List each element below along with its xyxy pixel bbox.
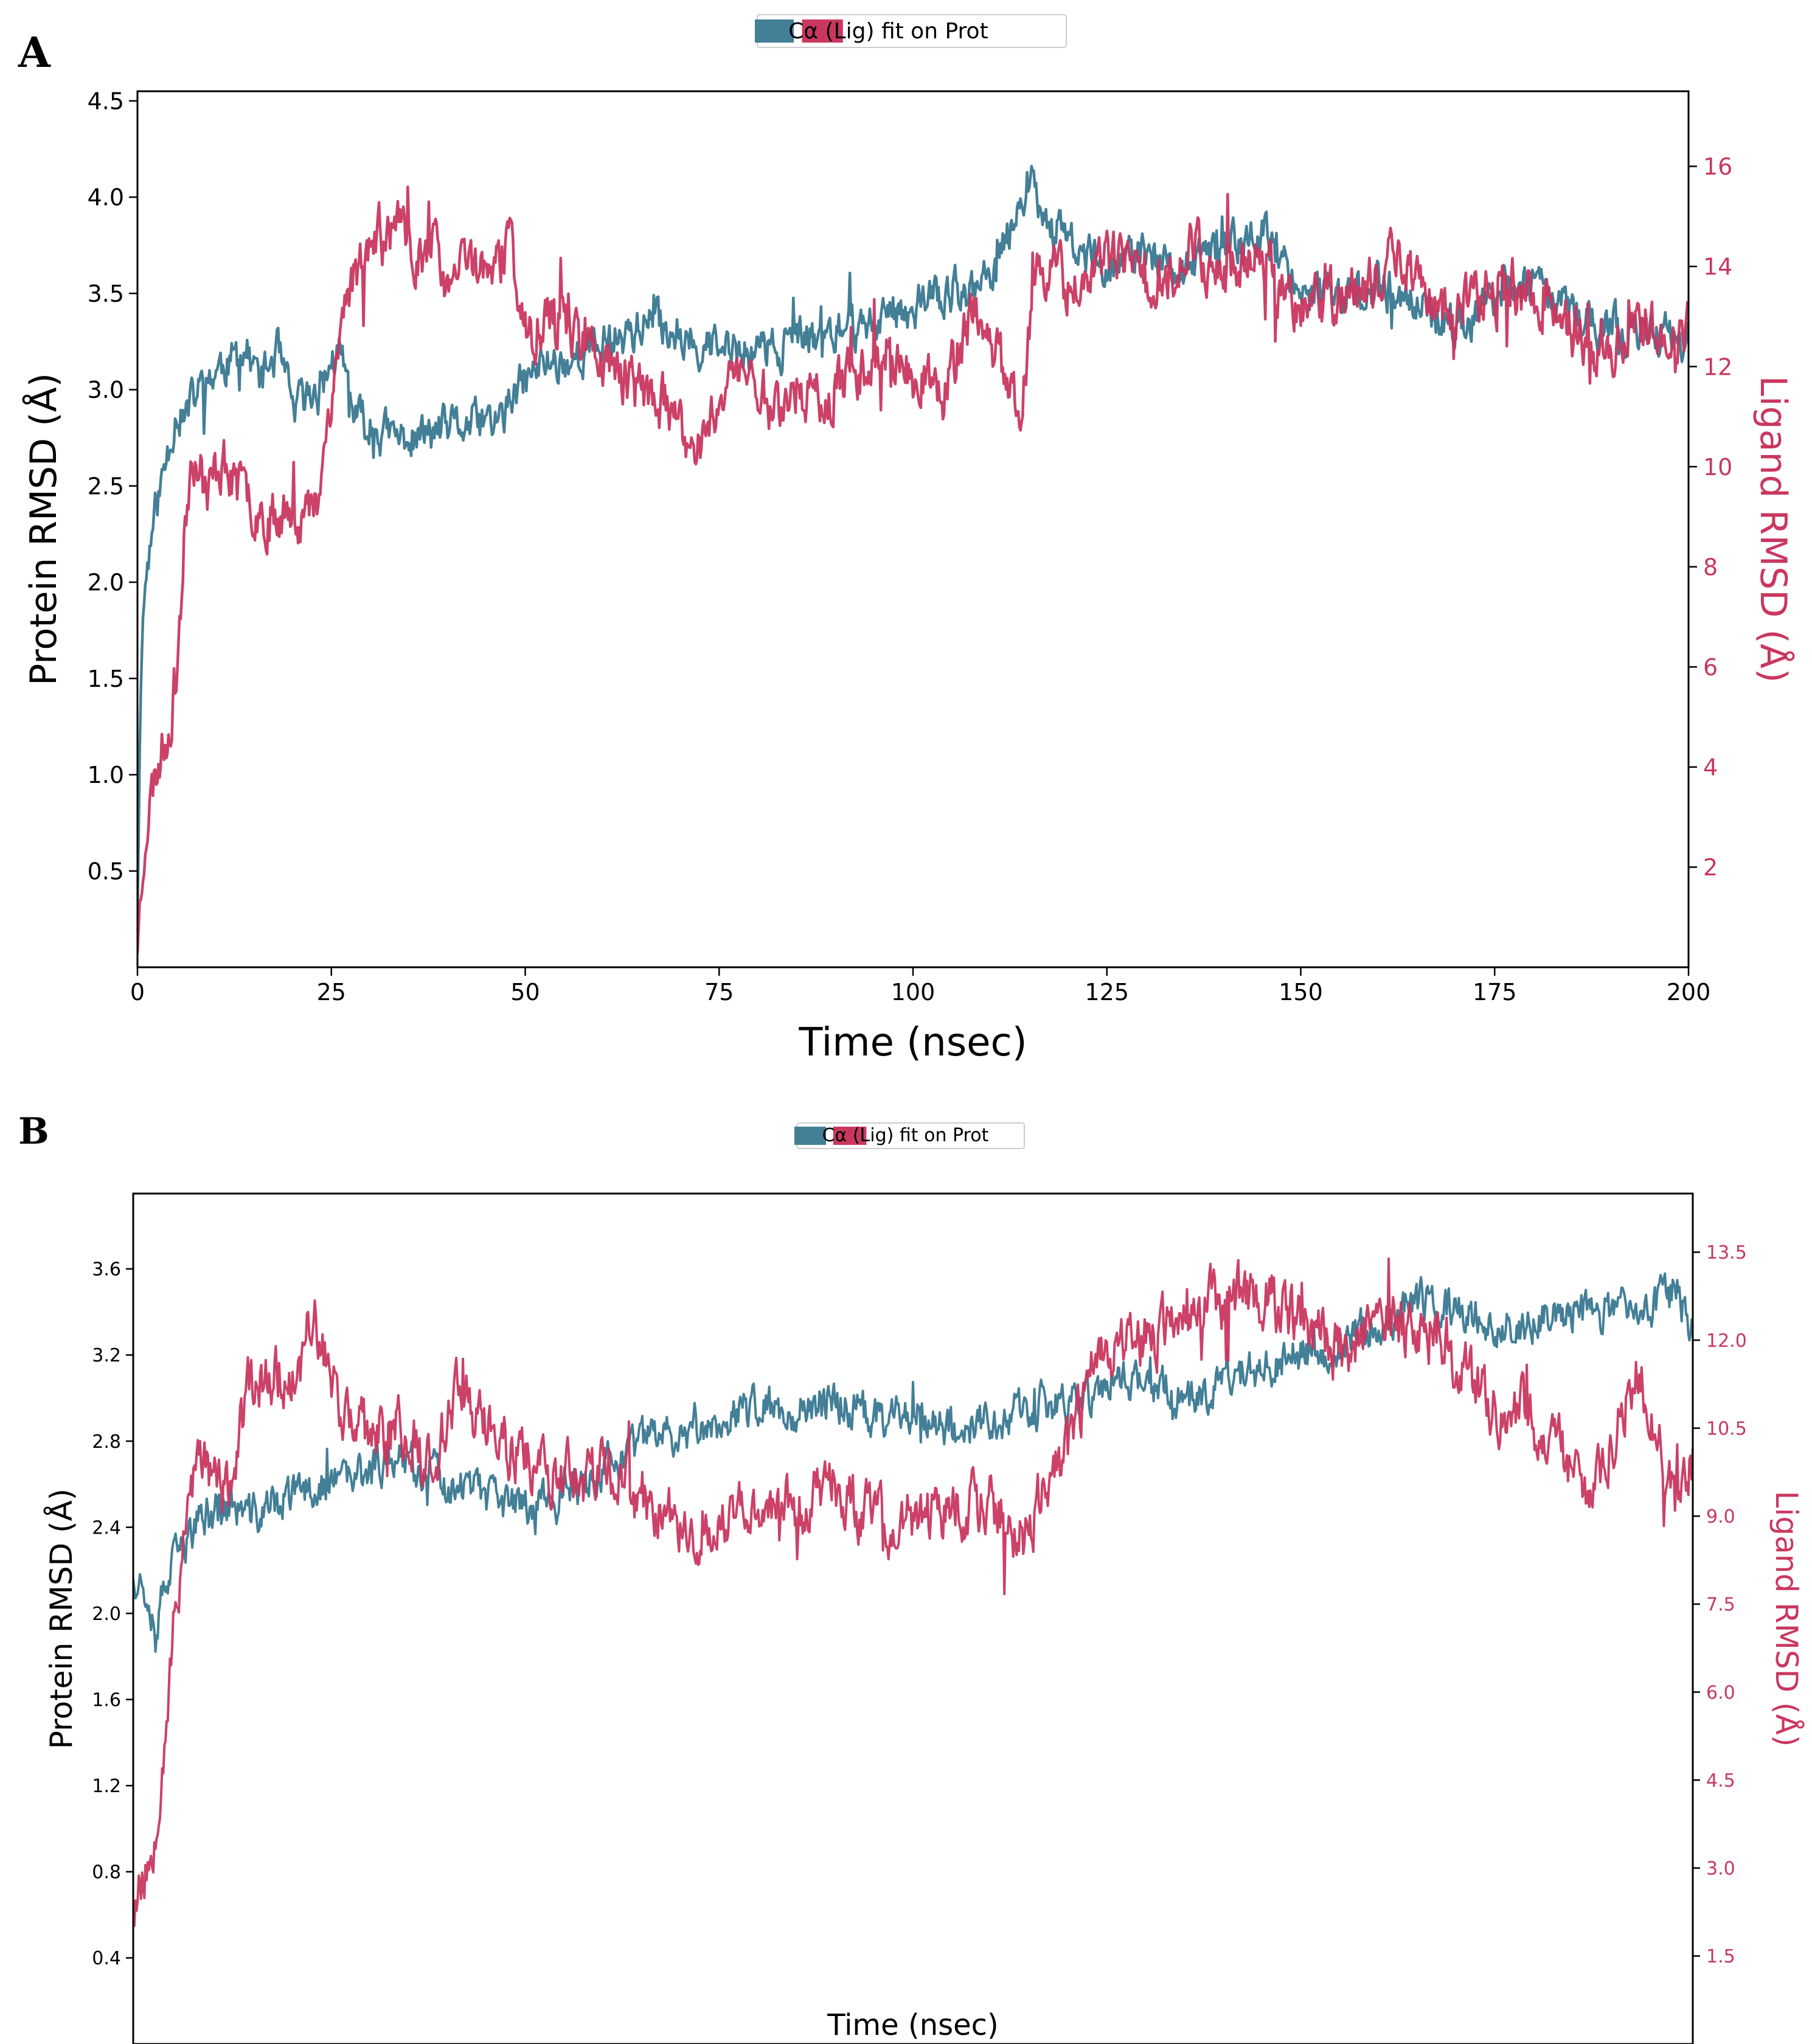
- y-right-tick-label: 2: [1703, 854, 1718, 881]
- legend: Cα (Lig) fit on Prot: [755, 14, 1067, 48]
- x-tick-label: 175: [1473, 979, 1517, 1006]
- panel-b: B02550751001251501752000.40.81.21.62.02.…: [18, 1110, 1804, 2044]
- legend-swatch-ligand: [833, 1127, 867, 1145]
- y-right-tick-label: 6.0: [1706, 1682, 1735, 1703]
- y-left-tick-label: 1.0: [88, 762, 124, 788]
- x-tick-label: 25: [317, 979, 346, 1006]
- legend-text: Cα (Lig) fit on Prot: [788, 19, 988, 44]
- x-tick-label: 0: [130, 979, 145, 1006]
- y-right-tick-label: 12: [1703, 353, 1732, 380]
- y-right-tick-label: 3.0: [1706, 1858, 1735, 1880]
- y-right-tick-label: 10: [1703, 454, 1732, 481]
- y-right-tick-label: 14: [1703, 254, 1732, 280]
- y-right-axis-label: Ligand RMSD (Å): [1769, 1491, 1804, 1747]
- y-right-tick-label: 4.5: [1706, 1770, 1735, 1792]
- plot-frame: [136, 90, 1690, 968]
- y-left-tick-label: 2.8: [92, 1431, 121, 1453]
- y-left-tick-label: 2.5: [88, 473, 124, 499]
- y-left-tick-label: 3.5: [88, 280, 124, 307]
- y-left-axis-label: Protein RMSD (Å): [22, 373, 65, 686]
- y-right-axis-label: Ligand RMSD (Å): [1752, 376, 1795, 683]
- plot-frame: [132, 1192, 1694, 2044]
- y-left-tick-label: 0.4: [92, 1948, 121, 1969]
- legend: Cα (Lig) fit on Prot: [794, 1122, 1025, 1149]
- y-right-tick-label: 10.5: [1706, 1418, 1747, 1439]
- y-right-tick-label: 12.0: [1706, 1330, 1747, 1352]
- x-tick-label: 100: [891, 979, 936, 1006]
- y-left-tick-label: 0.5: [88, 858, 124, 885]
- ligand-rmsd-line: [137, 185, 1689, 954]
- ligand-rmsd-line: [133, 1257, 1693, 1927]
- y-left-tick-label: 2.0: [92, 1604, 121, 1625]
- y-left-tick-label: 2.0: [88, 569, 124, 596]
- y-right-tick-label: 8: [1703, 554, 1718, 580]
- x-tick-label: 75: [704, 979, 734, 1006]
- panel-letter: B: [18, 1110, 49, 1153]
- y-left-tick-label: 1.5: [88, 666, 124, 692]
- x-axis-label: Time (nsec): [798, 1020, 1027, 1065]
- y-left-tick-label: 0.8: [92, 1862, 121, 1883]
- y-left-tick-label: 1.6: [92, 1690, 121, 1711]
- x-tick-label: 125: [1085, 979, 1129, 1006]
- y-right-tick-label: 9.0: [1706, 1506, 1735, 1528]
- y-left-tick-label: 3.2: [92, 1345, 121, 1366]
- y-left-tick-label: 3.6: [92, 1259, 121, 1281]
- legend-swatch-protein: [755, 19, 794, 43]
- protein-rmsd-line: [133, 1272, 1693, 1653]
- y-right-tick-label: 16: [1703, 153, 1732, 180]
- x-tick-label: 150: [1279, 979, 1323, 1006]
- y-left-tick-label: 1.2: [92, 1776, 121, 1797]
- x-tick-label: 50: [510, 979, 540, 1006]
- x-axis-label: Time (nsec): [827, 2008, 999, 2042]
- panel-a: A 0 25 50 75 100 125 150 175 200 0.5 1.0 1.5 2.0 2.5 3.…: [18, 14, 1795, 1065]
- legend-swatch-ligand: [802, 19, 843, 43]
- y-right-tick-label: 1.5: [1706, 1946, 1735, 1967]
- y-right-tick-label: 6: [1703, 654, 1718, 681]
- x-tick-label: 200: [1667, 979, 1711, 1006]
- legend-text: Cα (Lig) fit on Prot: [822, 1125, 989, 1146]
- y-right-tick-label: 7.5: [1706, 1594, 1735, 1616]
- y-left-tick-label: 4.5: [88, 88, 124, 115]
- y-left-tick-label: 3.0: [88, 377, 124, 403]
- y-right-tick-label: 4: [1703, 754, 1718, 781]
- y-left-tick-label: 2.4: [92, 1517, 121, 1538]
- legend-swatch-protein: [794, 1127, 826, 1145]
- y-right-tick-label: 13.5: [1706, 1242, 1747, 1264]
- protein-rmsd-line: [137, 164, 1689, 919]
- y-left-tick-label: 4.0: [88, 184, 124, 211]
- panel-letter: A: [18, 29, 51, 77]
- y-left-axis-label: Protein RMSD (Å): [44, 1489, 79, 1749]
